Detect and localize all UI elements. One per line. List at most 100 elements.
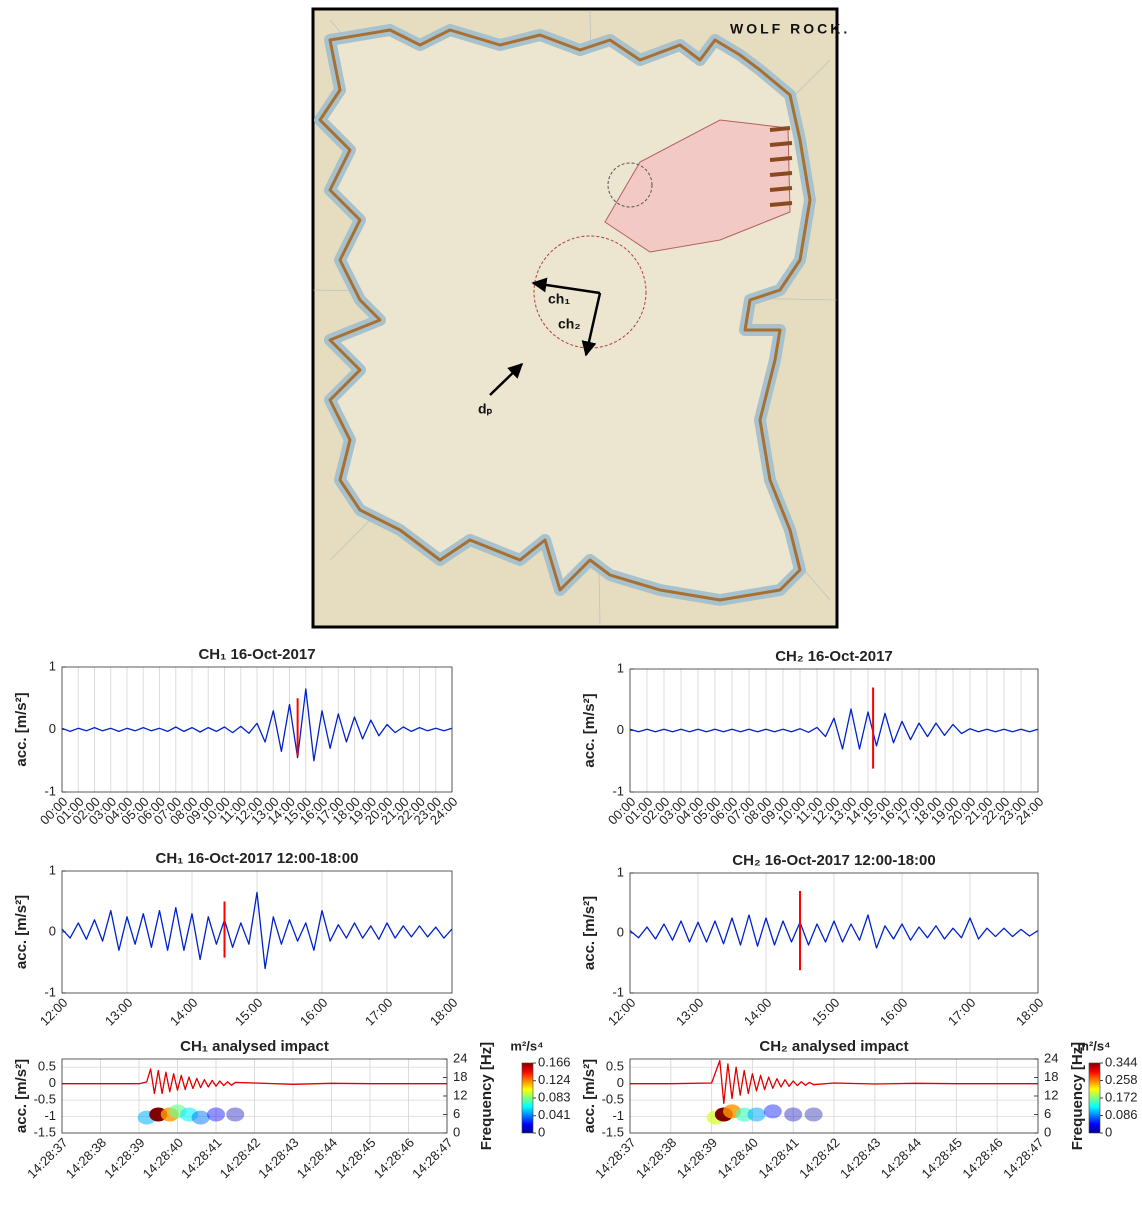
y2-tick-label: 12 [1044, 1087, 1058, 1102]
y2-axis-label: Frequency [Hz] [478, 1042, 495, 1150]
x-tick-label: 15:00 [232, 995, 266, 1029]
colorbar-label: m²/s⁴ [1077, 1038, 1110, 1053]
colorbar-tick-label: 0.172 [1105, 1089, 1138, 1104]
y-axis-label: acc. [m/s²] [13, 692, 30, 766]
signal-line [629, 914, 1039, 949]
y-tick-label: 1 [49, 658, 56, 673]
y-tick-label: 1 [49, 862, 56, 877]
landing-wharf [604, 119, 791, 253]
y2-axis-label: Frequency [Hz] [1069, 1042, 1086, 1150]
map-label: ch₁ [548, 291, 570, 307]
colorbar-tick-label: 0.041 [538, 1107, 571, 1122]
arrow-dp [489, 362, 524, 396]
x-tick-label: 14:28:37 [24, 1135, 70, 1181]
y-axis-label: acc. [m/s²] [13, 1059, 30, 1133]
y-tick-label: -1 [44, 783, 56, 798]
x-tick-label: 14:28:42 [796, 1135, 842, 1181]
x-tick-label: 15:00 [809, 995, 843, 1029]
axes-frame [61, 666, 453, 793]
y-tick-label: -1.5 [602, 1124, 624, 1139]
axes-frame [61, 1058, 448, 1134]
y-axis-label: acc. [m/s²] [581, 1059, 598, 1133]
y2-tick-label: 24 [1044, 1050, 1058, 1065]
y-tick-label: 0.5 [38, 1059, 56, 1074]
x-tick-label: 14:28:45 [919, 1135, 965, 1181]
x-tick-label: 14:28:38 [63, 1135, 109, 1181]
x-tick-label: 17:00 [362, 995, 396, 1029]
x-tick-label: 14:28:37 [592, 1135, 638, 1181]
y-axis-label: acc. [m/s²] [581, 896, 598, 970]
x-tick-label: 14:28:38 [633, 1135, 679, 1181]
y-tick-label: 0 [617, 722, 624, 737]
x-tick-label: 14:28:43 [255, 1135, 301, 1181]
x-tick-label: 13:00 [102, 995, 136, 1029]
chart-title: CH₁ analysed impact [180, 1038, 329, 1055]
x-tick-label: 16:00 [877, 995, 911, 1029]
colorbar-tick-label: 0.124 [538, 1072, 571, 1087]
map-label: ch₂ [558, 316, 581, 332]
y2-tick-label: 0 [1044, 1124, 1051, 1139]
colorbar-tick-label: 0.344 [1105, 1054, 1138, 1069]
x-tick-label: 14:28:46 [959, 1135, 1005, 1181]
chart-title: CH₂ 16-Oct-2017 [775, 648, 893, 665]
island-outline [318, 28, 812, 602]
x-tick-label: 17:00 [945, 995, 979, 1029]
y2-tick-label: 6 [1044, 1106, 1051, 1121]
y-tick-label: -1 [44, 1108, 56, 1123]
colorbar-tick-label: 0.083 [538, 1089, 571, 1104]
y-tick-label: 0 [617, 1075, 624, 1090]
x-tick-label: 14:28:45 [332, 1135, 378, 1181]
spectrogram-cell [226, 1107, 245, 1122]
x-tick-label: 14:00 [167, 995, 201, 1029]
chart-title: CH₁ 16-Oct-2017 12:00-18:00 [156, 850, 359, 867]
x-tick-label: 14:28:41 [178, 1135, 224, 1181]
colorbar [1088, 1062, 1101, 1134]
spectrogram-cell [207, 1107, 225, 1122]
y-tick-label: -0.5 [602, 1092, 624, 1107]
x-tick-label: 13:00 [673, 995, 707, 1029]
y2-tick-label: 12 [453, 1087, 467, 1102]
colorbar-tick-label: 0 [538, 1124, 545, 1139]
x-tick-label: 18:00 [1013, 995, 1047, 1029]
x-tick-label: 14:28:40 [715, 1135, 761, 1181]
spectrogram-cell [804, 1107, 823, 1122]
x-tick-label: 14:28:40 [140, 1135, 186, 1181]
x-tick-label: 14:28:47 [1000, 1135, 1046, 1181]
y-tick-label: -1 [612, 783, 624, 798]
y-tick-label: 0 [617, 924, 624, 939]
x-tick-label: 14:28:42 [217, 1135, 263, 1181]
y-tick-label: 1 [617, 864, 624, 879]
colorbar-tick-label: 0 [1105, 1124, 1112, 1139]
x-tick-label: 12:00 [605, 995, 639, 1029]
signal-line [630, 1059, 1038, 1105]
y2-tick-label: 18 [1044, 1069, 1058, 1084]
signal-line [61, 688, 453, 762]
axes-frame [629, 1058, 1039, 1134]
y-tick-label: 0 [49, 1075, 56, 1090]
y-tick-label: -0.5 [34, 1092, 56, 1107]
y2-tick-label: 24 [453, 1050, 467, 1065]
x-tick-label: 14:28:44 [294, 1135, 340, 1181]
y2-tick-label: 6 [453, 1106, 460, 1121]
map: WOLF ROCK. ch₁ ch₂ dₚ [311, 7, 847, 629]
chart-title: CH₂ analysed impact [759, 1038, 908, 1055]
x-tick-label: 14:28:41 [755, 1135, 801, 1181]
y2-tick-label: 18 [453, 1069, 467, 1084]
y-tick-label: 0 [49, 923, 56, 938]
chart-title: CH₁ 16-Oct-2017 [198, 646, 315, 663]
arrow-ch2 [581, 292, 602, 357]
y-tick-label: -1 [612, 984, 624, 999]
axes-frame [629, 872, 1039, 994]
y-axis-label: acc. [m/s²] [13, 895, 30, 969]
arrow-ch1 [531, 277, 601, 295]
signal-line [62, 1068, 447, 1095]
x-tick-label: 14:28:39 [674, 1135, 720, 1181]
y-tick-label: 0 [49, 721, 56, 736]
x-tick-label: 14:28:39 [101, 1135, 147, 1181]
y-tick-label: 0.5 [606, 1059, 624, 1074]
x-tick-label: 14:28:47 [409, 1135, 455, 1181]
x-tick-label: 18:00 [427, 995, 461, 1029]
chart-title: CH₂ 16-Oct-2017 12:00-18:00 [732, 852, 935, 869]
y-axis-label: acc. [m/s²] [581, 693, 598, 767]
steps [769, 126, 793, 207]
